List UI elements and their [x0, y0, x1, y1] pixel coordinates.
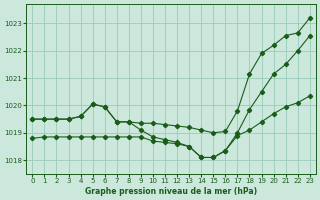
X-axis label: Graphe pression niveau de la mer (hPa): Graphe pression niveau de la mer (hPa) [85, 187, 257, 196]
